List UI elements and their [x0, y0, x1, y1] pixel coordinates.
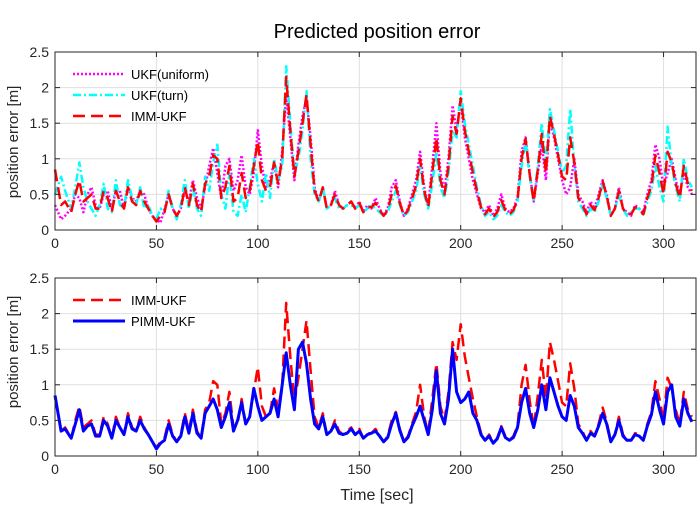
y-tick-label: 0 [41, 448, 49, 464]
x-tick-label: 50 [149, 235, 165, 251]
x-tick-label: 250 [550, 235, 574, 251]
y-tick-label: 2 [41, 306, 49, 322]
x-tick-label: 300 [652, 235, 676, 251]
legend-label: PIMM-UKF [131, 314, 195, 329]
y-tick-label: 2.5 [30, 270, 50, 286]
y-tick-label: 2 [41, 80, 49, 96]
y-tick-label: 2.5 [30, 44, 50, 60]
top-chart-title: Predicted position error [274, 21, 481, 43]
y-tick-label: 0 [41, 222, 49, 238]
x-tick-label: 250 [550, 461, 574, 477]
plot-frame [54, 51, 697, 231]
x-tick-label: 100 [246, 235, 270, 251]
bottom-x-axis-label: Time [sec] [340, 487, 413, 504]
x-tick-label: 0 [51, 461, 59, 477]
y-tick-label: 1 [41, 151, 49, 167]
x-tick-label: 150 [348, 461, 372, 477]
x-tick-label: 0 [51, 235, 59, 251]
legend-label: IMM-UKF [131, 109, 187, 124]
x-tick-label: 150 [348, 235, 372, 251]
y-tick-label: 1.5 [30, 341, 50, 357]
x-tick-label: 300 [652, 461, 676, 477]
y-tick-label: 1.5 [30, 115, 50, 131]
y-tick-label: 0.5 [30, 186, 50, 202]
bottom-y-axis-label: position error [m] [5, 296, 22, 409]
top-y-axis-label: position error [m] [5, 86, 22, 199]
top-plot: 0 50 100 150 200 250 300 0 0.5 1 1.5 2 2.5 UKF(unifor… [30, 44, 697, 251]
series-line-pimm-ukf [53, 340, 694, 451]
x-tick-label: 50 [149, 461, 165, 477]
y-tick-label: 0.5 [30, 412, 50, 428]
series-line-imm-ukf [53, 75, 693, 223]
legend-label: UKF(uniform) [131, 67, 209, 82]
bottom-plot: 0 50 100 150 200 250 300 0 0.5 1 1.5 2 2.5 IMM-UKF PIM… [30, 270, 697, 477]
x-tick-label: 200 [449, 235, 473, 251]
y-tick-label: 1 [41, 377, 49, 393]
legend-label: UKF(turn) [131, 88, 188, 103]
plot-area [55, 278, 696, 456]
x-tick-label: 200 [449, 461, 473, 477]
legend-label: IMM-UKF [131, 293, 187, 308]
plot-frame [54, 277, 697, 457]
x-tick-label: 100 [246, 461, 270, 477]
